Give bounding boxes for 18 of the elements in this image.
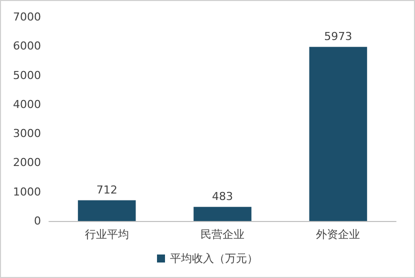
y-tick-label: 7000	[13, 10, 41, 24]
bar	[194, 206, 252, 221]
x-tick-label: 民营企业	[200, 228, 244, 241]
x-tick-label: 行业平均	[84, 228, 129, 241]
data-label: 712	[96, 183, 118, 196]
y-tick-label: 1000	[13, 185, 41, 198]
bar	[78, 200, 136, 221]
y-tick-label: 6000	[13, 40, 41, 53]
data-label: 5973	[324, 30, 352, 43]
y-tick-label: 0	[34, 214, 41, 228]
legend-label: 平均收入（万元）	[170, 252, 258, 265]
y-tick-label: 3000	[13, 127, 41, 140]
data-label: 483	[212, 190, 233, 203]
bar	[309, 46, 368, 221]
y-tick-label: 4000	[13, 98, 41, 111]
y-tick-label: 2000	[13, 156, 41, 170]
x-tick-label: 外资企业	[316, 228, 360, 241]
y-tick-label: 5000	[13, 68, 41, 82]
